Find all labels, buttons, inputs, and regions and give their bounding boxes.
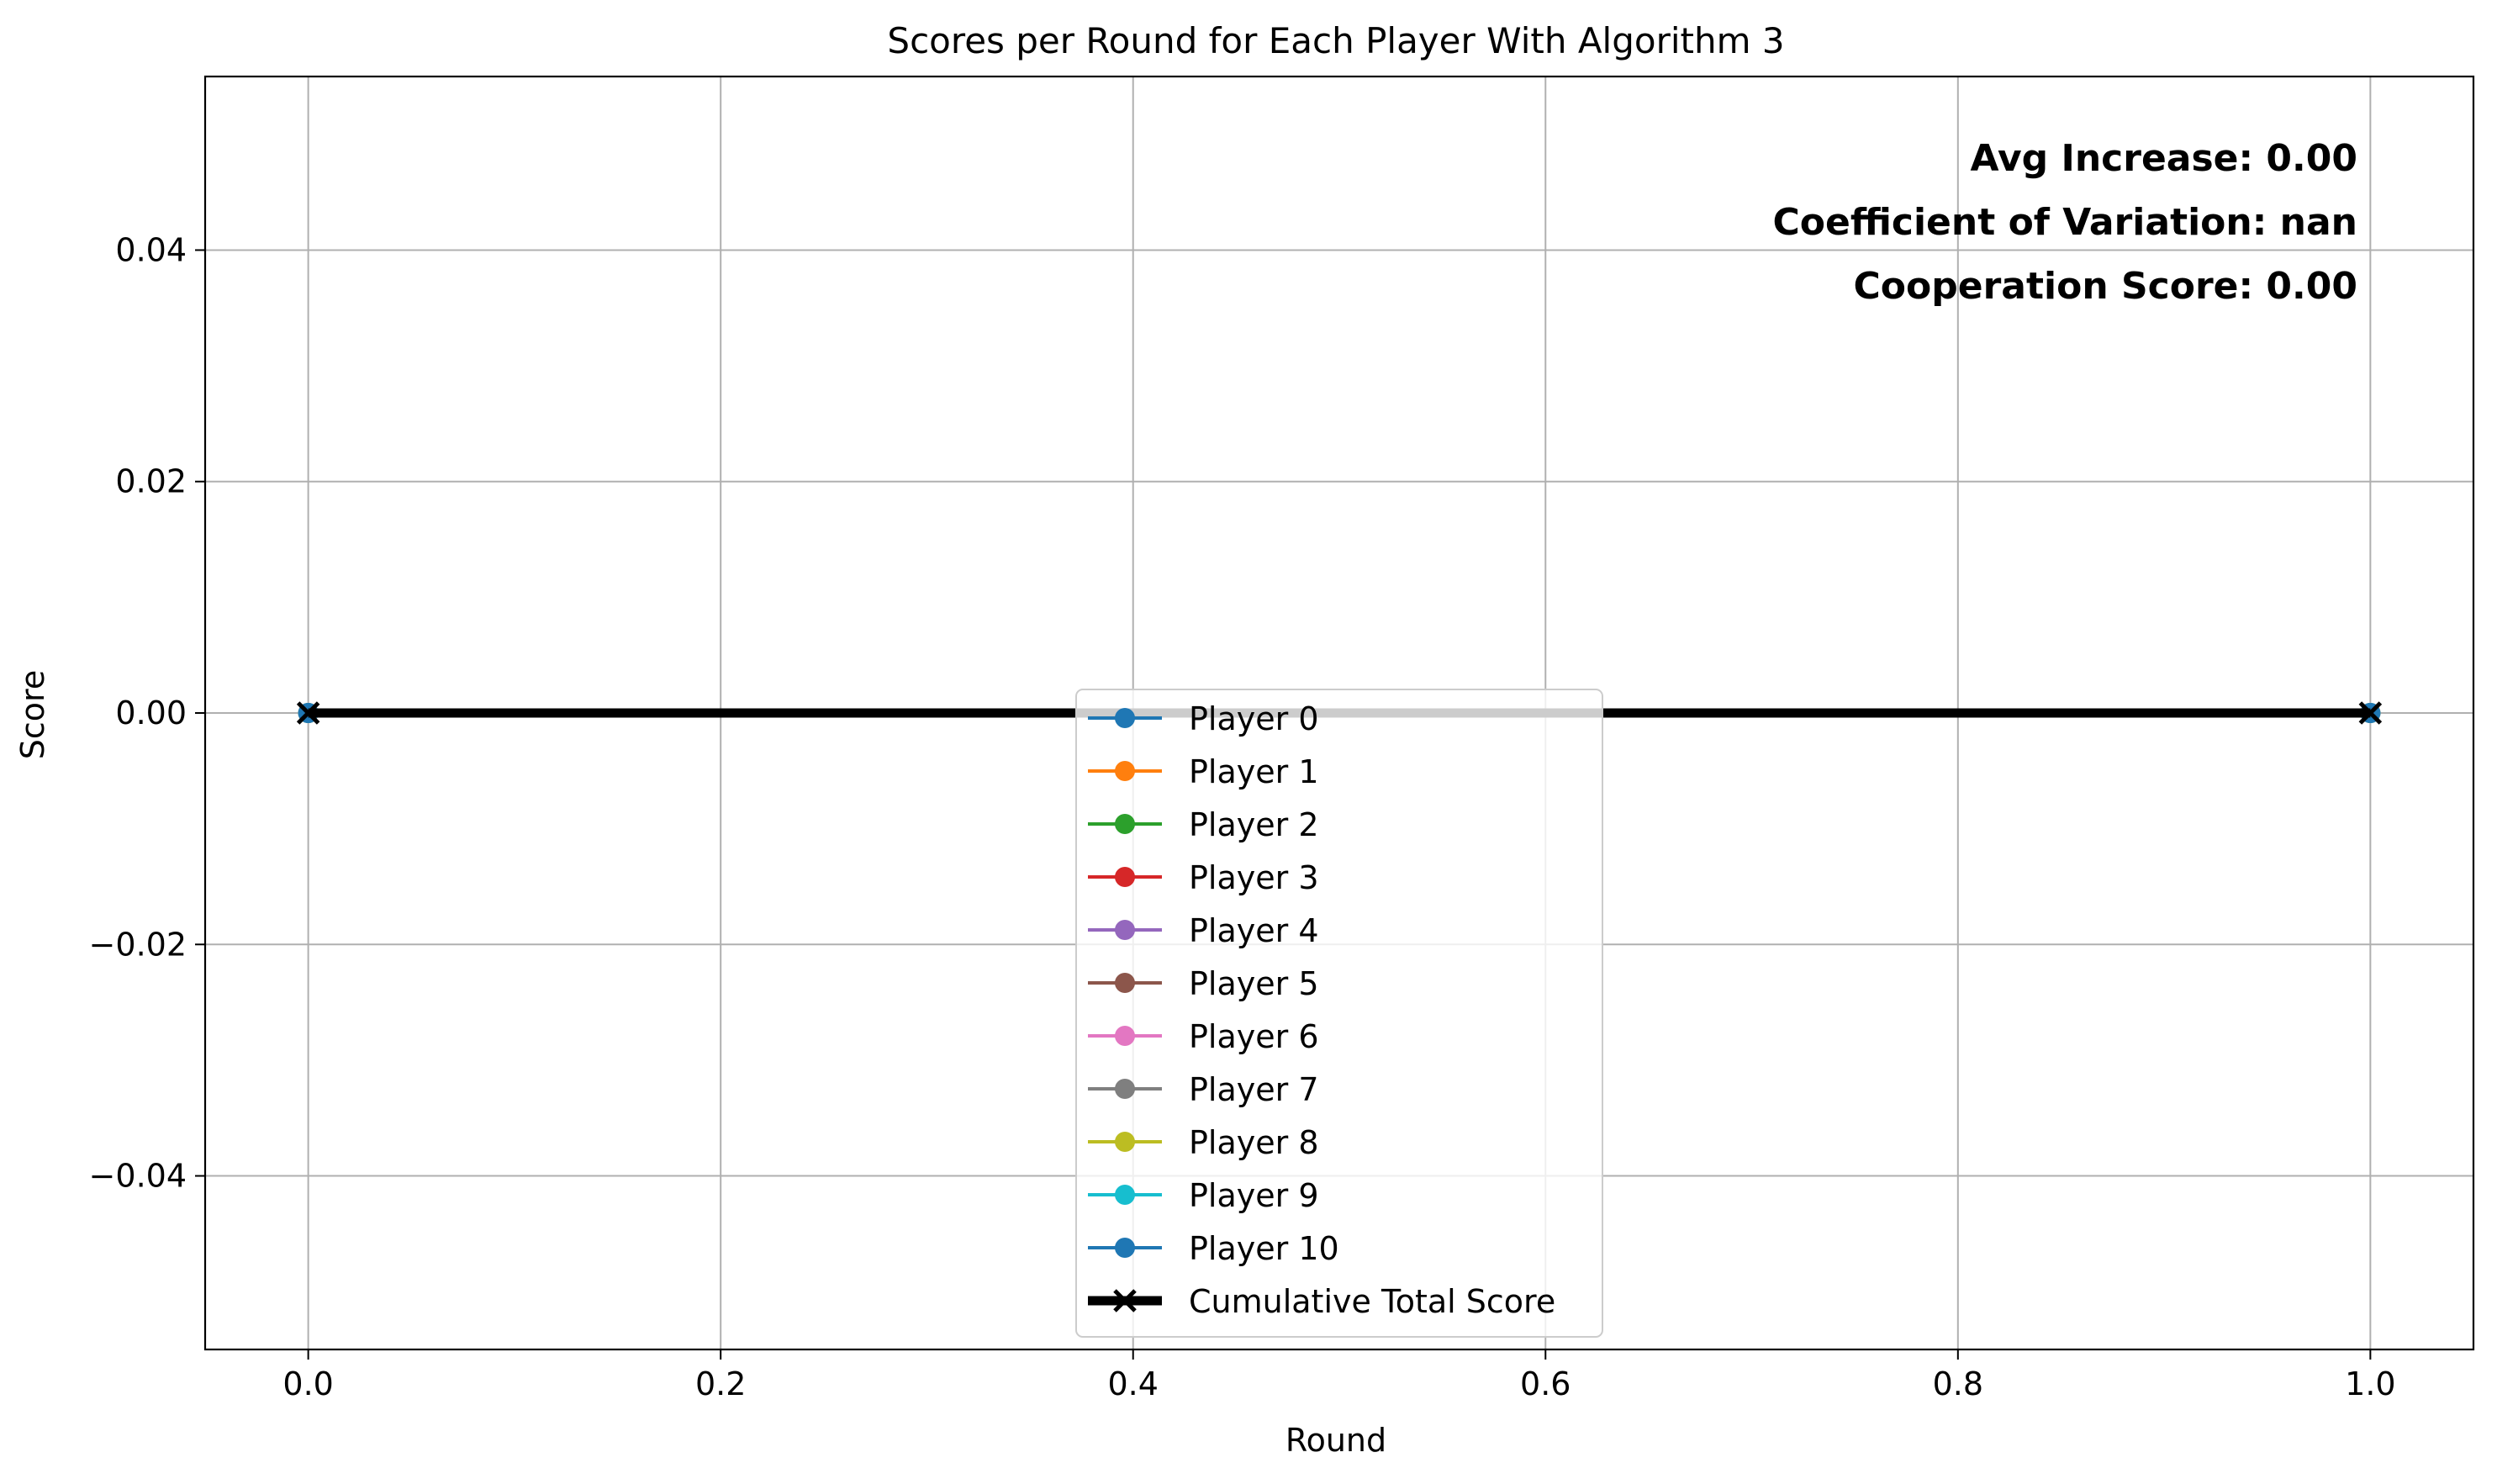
x-tick-label: 0.4 [1108, 1365, 1159, 1402]
legend-item: Player 7 [1088, 1071, 1319, 1108]
legend-marker [1115, 761, 1135, 781]
y-tick-label: −0.02 [89, 926, 187, 963]
legend-item: Player 4 [1088, 912, 1319, 949]
legend-item: Player 2 [1088, 806, 1319, 843]
y-tick-label: −0.04 [89, 1158, 187, 1195]
legend-item: Player 5 [1088, 965, 1319, 1002]
legend-item: Player 0 [1088, 700, 1319, 737]
annotation-avg-increase: Avg Increase: 0.00 [1971, 137, 2358, 180]
chart-title: Scores per Round for Each Player With Al… [887, 20, 1784, 61]
legend-label: Player 1 [1189, 753, 1319, 790]
legend-label: Player 2 [1189, 806, 1319, 843]
legend-item: Player 3 [1088, 859, 1319, 896]
legend-box [1075, 689, 1603, 1338]
legend-item: Player 6 [1088, 1018, 1319, 1055]
legend-item: Player 8 [1088, 1124, 1319, 1161]
legend-item: Player 1 [1088, 753, 1319, 790]
legend-marker [1115, 1132, 1135, 1152]
axis-ticks: 0.0 0.2 0.4 0.6 0.8 1.0 0.04 0.02 0.00 −0.02 −0.04 [89, 231, 2396, 1402]
legend-x-marker [1113, 1289, 1137, 1312]
legend-label: Player 7 [1189, 1071, 1319, 1108]
legend-marker [1115, 1185, 1135, 1205]
annotation-cooperation-score: Cooperation Score: 0.00 [1854, 265, 2357, 308]
legend-marker [1115, 1026, 1135, 1046]
legend-label: Player 0 [1189, 700, 1319, 737]
x-tick-label: 0.6 [1520, 1365, 1571, 1402]
legend-label: Player 6 [1189, 1018, 1319, 1055]
legend-marker [1115, 1238, 1135, 1258]
legend: Player 0 Player 1 Player 2 Player 3 Player 4… [1075, 689, 1603, 1338]
data-point-x-marker [296, 701, 320, 725]
y-tick-label: 0.00 [115, 694, 187, 731]
legend-marker [1115, 973, 1135, 993]
legend-label: Player 10 [1189, 1230, 1339, 1267]
x-tick-label: 1.0 [2345, 1365, 2395, 1402]
annotation-coefficient-of-variation: Coefficient of Variation: nan [1772, 201, 2357, 244]
y-axis-label: Score [14, 670, 51, 759]
x-tick-label: 0.0 [282, 1365, 333, 1402]
legend-item: Player 9 [1088, 1177, 1319, 1214]
legend-label: Cumulative Total Score [1189, 1283, 1555, 1320]
legend-label: Player 5 [1189, 965, 1319, 1002]
legend-label: Player 8 [1189, 1124, 1319, 1161]
legend-marker [1115, 867, 1135, 887]
y-tick-label: 0.02 [115, 463, 187, 500]
x-tick-label: 0.8 [1933, 1365, 1983, 1402]
y-tick-label: 0.04 [115, 231, 187, 268]
legend-marker [1115, 708, 1135, 728]
legend-marker [1115, 920, 1135, 940]
data-point-x-marker [2358, 701, 2383, 725]
legend-item: Player 10 [1088, 1230, 1339, 1267]
legend-marker [1115, 1079, 1135, 1099]
legend-label: Player 3 [1189, 859, 1319, 896]
legend-item: Cumulative Total Score [1088, 1283, 1555, 1320]
x-tick-label: 0.2 [695, 1365, 746, 1402]
legend-marker [1115, 814, 1135, 834]
legend-label: Player 4 [1189, 912, 1319, 949]
legend-label: Player 9 [1189, 1177, 1319, 1214]
x-axis-label: Round [1285, 1422, 1386, 1459]
